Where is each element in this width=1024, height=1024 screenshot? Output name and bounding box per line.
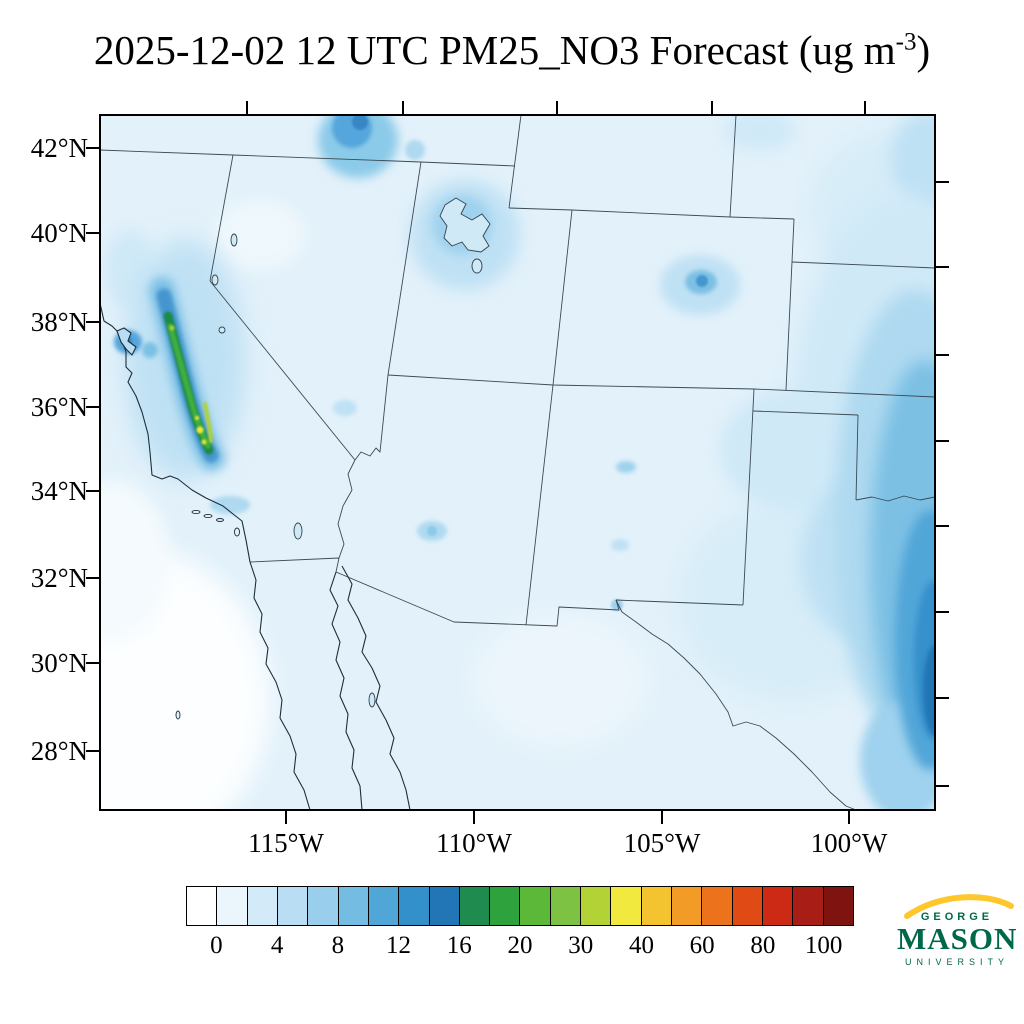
title-text: 2025-12-02 12 UTC PM25_NO3 Forecast (ug … (93, 27, 896, 73)
central-valley-plume (125, 240, 245, 480)
x-axis-labels: 115°W 110°W 105°W 100°W (248, 828, 888, 858)
figure-title: 2025-12-02 12 UTC PM25_NO3 Forecast (ug … (0, 26, 1024, 74)
colorbar-tick-label: 8 (331, 932, 345, 959)
colorbar-cell (611, 887, 642, 925)
gulf-island (368, 692, 376, 708)
title-exponent: -3 (895, 28, 917, 56)
colorbar-tick-label: 80 (750, 932, 776, 959)
y-tick-label: 30°N (31, 648, 88, 678)
colorbar-cell (823, 887, 853, 925)
colorbar-tick-label: 30 (568, 932, 594, 959)
colorbar-tick-label: 4 (270, 932, 284, 959)
colorbar-cell (672, 887, 703, 925)
forecast-map: 42°N 40°N 38°N 36°N 34°N 32°N 30°N 28°N … (31, 101, 949, 858)
colorbar-cell (459, 887, 491, 925)
colorbar-cell (641, 887, 672, 925)
utah-lake (471, 258, 483, 274)
y-tick-label: 36°N (31, 392, 88, 422)
mono-lake (218, 326, 226, 334)
logo-mason: MASON (897, 921, 1018, 956)
colorbar-tick-label: 20 (507, 932, 533, 959)
logo-george: GEORGE (920, 911, 994, 923)
colorbar-cell (762, 887, 794, 925)
map-frame (99, 114, 936, 811)
colorbar-cell (520, 887, 551, 925)
colorbar-cell (490, 887, 521, 925)
colorbar-cell (247, 887, 278, 925)
san-francisco-bay (116, 327, 137, 356)
lake-tahoe (211, 274, 219, 286)
colorbar-cell (702, 887, 733, 925)
gmu-logo: GEORGE MASON UNIVERSITY (897, 890, 1017, 967)
coastline-mainland-mexico (341, 565, 411, 810)
x-tick-label: 100°W (811, 828, 888, 858)
colorbar-cell (429, 887, 460, 925)
colorbar-cell (338, 887, 369, 925)
coastline (100, 302, 411, 810)
y-tick-label: 38°N (31, 307, 88, 337)
lakes (211, 197, 491, 708)
colorbar-labels: 0 4 8 12 16 20 30 40 60 80 100 (186, 932, 854, 962)
y-tick-label: 34°N (31, 476, 88, 506)
islands (175, 509, 240, 720)
colorbar-cell (793, 887, 824, 925)
y-tick-label: 32°N (31, 563, 88, 593)
colorbar-tick-label: 12 (386, 932, 412, 959)
y-tick-label: 28°N (31, 736, 88, 766)
colorbar-tick-label: 100 (804, 932, 843, 959)
colorbar-cell (277, 887, 309, 925)
colorbar-tick-label: 60 (689, 932, 715, 959)
colorbar-cell (399, 887, 430, 925)
colorbar-tick-label: 40 (628, 932, 654, 959)
colorbar-cell (550, 887, 582, 925)
colorbar-cells (186, 886, 854, 926)
logo-university: UNIVERSITY (904, 957, 1009, 967)
x-tick-label: 105°W (624, 828, 701, 858)
x-tick-label: 115°W (248, 828, 324, 858)
pyramid-lake (230, 233, 238, 247)
colorbar-cell (217, 887, 248, 925)
title-suffix: ) (916, 27, 931, 73)
coastline-baja-west (249, 561, 311, 810)
great-salt-lake (439, 197, 491, 253)
field-layer (100, 115, 935, 810)
colorbar-cell (368, 887, 400, 925)
colorbar-cell (308, 887, 339, 925)
state-borders (100, 115, 935, 810)
colorbar (186, 886, 854, 926)
y-tick-label: 40°N (31, 218, 88, 248)
colorbar-cell (581, 887, 612, 925)
colorbar-cell (732, 887, 763, 925)
y-axis-labels: 42°N 40°N 38°N 36°N 34°N 32°N 30°N 28°N (31, 133, 88, 766)
x-tick-label: 110°W (436, 828, 512, 858)
salton-sea (293, 522, 303, 540)
colorbar-tick-label: 16 (446, 932, 472, 959)
coastline-baja-east (329, 571, 363, 810)
axis-ticks (86, 101, 949, 824)
y-tick-label: 42°N (31, 133, 88, 163)
logo-swoosh-icon (904, 894, 1014, 919)
colorbar-tick-label: 0 (210, 932, 223, 959)
colorbar-cell (187, 887, 218, 925)
